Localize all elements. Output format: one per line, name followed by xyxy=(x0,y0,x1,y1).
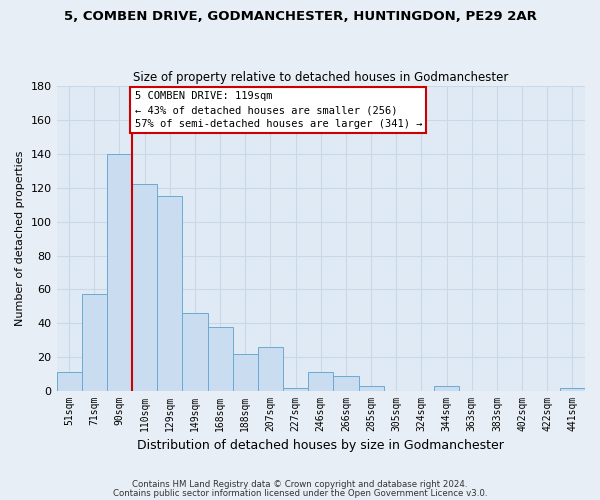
Bar xyxy=(283,388,308,391)
Bar xyxy=(56,372,82,391)
Bar xyxy=(334,376,359,391)
Text: Contains public sector information licensed under the Open Government Licence v3: Contains public sector information licen… xyxy=(113,489,487,498)
Bar xyxy=(233,354,258,391)
Bar xyxy=(434,386,459,391)
Bar xyxy=(208,326,233,391)
Bar xyxy=(308,372,334,391)
Bar xyxy=(560,388,585,391)
Text: Contains HM Land Registry data © Crown copyright and database right 2024.: Contains HM Land Registry data © Crown c… xyxy=(132,480,468,489)
Text: 5 COMBEN DRIVE: 119sqm
← 43% of detached houses are smaller (256)
57% of semi-de: 5 COMBEN DRIVE: 119sqm ← 43% of detached… xyxy=(134,91,422,129)
Y-axis label: Number of detached properties: Number of detached properties xyxy=(15,151,25,326)
Bar xyxy=(359,386,383,391)
X-axis label: Distribution of detached houses by size in Godmanchester: Distribution of detached houses by size … xyxy=(137,440,504,452)
Title: Size of property relative to detached houses in Godmanchester: Size of property relative to detached ho… xyxy=(133,70,508,84)
Text: 5, COMBEN DRIVE, GODMANCHESTER, HUNTINGDON, PE29 2AR: 5, COMBEN DRIVE, GODMANCHESTER, HUNTINGD… xyxy=(64,10,536,23)
Bar xyxy=(82,294,107,391)
Bar xyxy=(157,196,182,391)
Bar xyxy=(182,313,208,391)
Bar xyxy=(132,184,157,391)
Bar xyxy=(258,347,283,391)
Bar xyxy=(107,154,132,391)
